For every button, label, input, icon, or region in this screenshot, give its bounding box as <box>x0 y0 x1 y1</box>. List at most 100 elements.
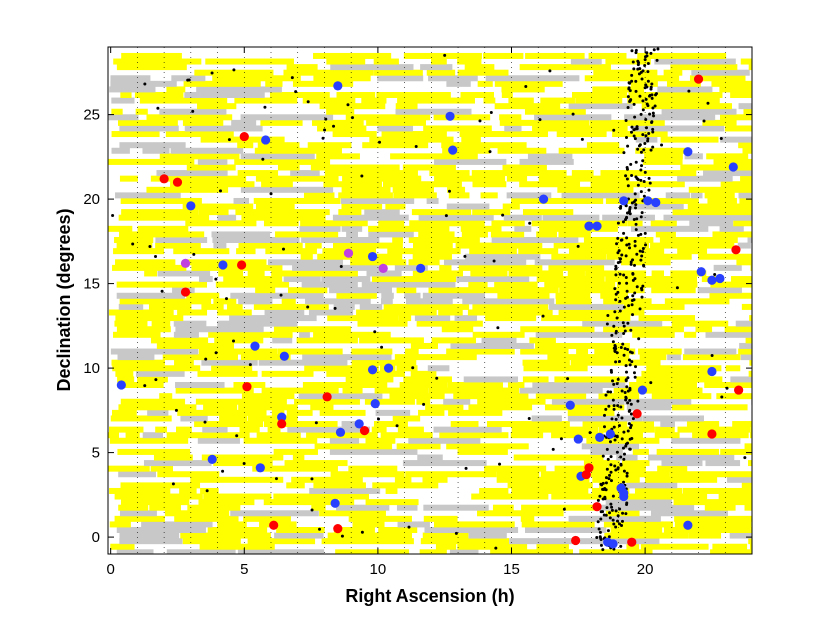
coverage-strip <box>720 448 752 455</box>
blue-points-point <box>696 267 706 277</box>
coverage-strip <box>117 354 155 361</box>
black-point <box>624 254 628 258</box>
coverage-strip <box>554 465 608 472</box>
coverage-strip <box>112 409 137 416</box>
black-point <box>154 378 158 382</box>
black-point <box>640 288 644 292</box>
coverage-strip <box>677 175 733 182</box>
blue-points-point <box>605 429 615 439</box>
black-point <box>635 125 639 129</box>
coverage-strip <box>544 281 616 288</box>
black-point <box>655 58 659 62</box>
coverage-strip <box>650 510 728 517</box>
coverage-strip <box>300 220 368 227</box>
black-point <box>601 497 605 501</box>
blue-points-point <box>619 488 629 498</box>
coverage-strip <box>551 398 625 405</box>
coverage-strip <box>503 214 542 221</box>
coverage-strip <box>663 527 751 534</box>
coverage-strip <box>230 292 324 299</box>
coverage-strip <box>364 209 400 216</box>
coverage-strip <box>258 359 348 366</box>
black-point <box>600 483 604 487</box>
coverage-strip <box>332 131 377 138</box>
coverage-strip <box>553 242 649 249</box>
blue-points-point <box>608 539 618 549</box>
blue-points-point <box>619 196 629 206</box>
coverage-strip <box>513 454 604 461</box>
coverage-strip <box>467 309 553 316</box>
coverage-strip <box>313 331 391 338</box>
coverage-strip <box>624 114 716 121</box>
coverage-strip <box>257 142 300 149</box>
coverage-strip <box>506 175 528 182</box>
coverage-strip <box>672 209 752 216</box>
coverage-strip <box>146 186 229 193</box>
coverage-strip <box>738 142 752 149</box>
coverage-strip <box>462 298 555 305</box>
black-point <box>619 204 623 208</box>
coverage-strip <box>108 225 133 232</box>
coverage-strip <box>260 119 303 126</box>
coverage-strip <box>286 64 318 71</box>
coverage-strip <box>237 549 325 554</box>
coverage-strip <box>199 543 275 550</box>
coverage-strip <box>458 264 543 271</box>
coverage-strip <box>603 298 652 305</box>
coverage-strip <box>197 437 240 444</box>
coverage-strip <box>394 476 412 483</box>
coverage-strip <box>702 119 737 126</box>
coverage-strip <box>387 248 461 255</box>
coverage-strip <box>598 393 640 400</box>
coverage-strip <box>405 298 453 305</box>
coverage-strip <box>598 504 695 511</box>
black-point <box>596 520 600 524</box>
coverage-strip <box>491 236 579 243</box>
coverage-strip <box>741 482 752 489</box>
coverage-strip <box>256 432 301 439</box>
coverage-strip <box>324 170 418 177</box>
coverage-strip <box>390 153 478 160</box>
black-point <box>501 213 505 217</box>
coverage-strip <box>508 97 534 104</box>
coverage-strip <box>385 487 398 494</box>
coverage-strip <box>581 443 640 450</box>
coverage-strip <box>558 231 591 238</box>
coverage-strip <box>748 64 752 71</box>
coverage-strip <box>743 108 752 115</box>
coverage-strip <box>720 181 752 188</box>
coverage-strip <box>704 504 736 511</box>
coverage-strip <box>110 543 135 550</box>
black-point <box>407 525 411 529</box>
coverage-strip <box>558 309 645 316</box>
coverage-strip <box>501 86 545 93</box>
black-point <box>596 498 600 502</box>
black-point <box>551 447 555 451</box>
coverage-strip <box>645 476 718 483</box>
coverage-strip <box>199 276 213 283</box>
coverage-strip <box>463 376 519 383</box>
coverage-strip <box>688 186 752 193</box>
coverage-strip <box>724 326 752 333</box>
black-point <box>621 511 625 515</box>
black-point <box>376 417 380 421</box>
coverage-strip <box>561 192 640 199</box>
coverage-strip <box>411 209 472 216</box>
coverage-strip <box>203 493 272 500</box>
coverage-strip <box>640 543 709 550</box>
black-point <box>618 272 622 276</box>
black-point <box>612 382 616 386</box>
black-point <box>638 94 642 98</box>
black-point <box>346 103 350 107</box>
coverage-strip <box>654 58 736 65</box>
black-point <box>595 536 599 540</box>
coverage-strip <box>532 382 626 388</box>
coverage-strip <box>642 158 683 165</box>
black-point <box>635 252 639 256</box>
black-point <box>630 49 634 53</box>
coverage-strip <box>472 181 507 188</box>
black-point <box>306 100 310 104</box>
coverage-strip <box>396 443 441 450</box>
coverage-strip <box>311 504 326 511</box>
coverage-strip <box>651 270 664 277</box>
